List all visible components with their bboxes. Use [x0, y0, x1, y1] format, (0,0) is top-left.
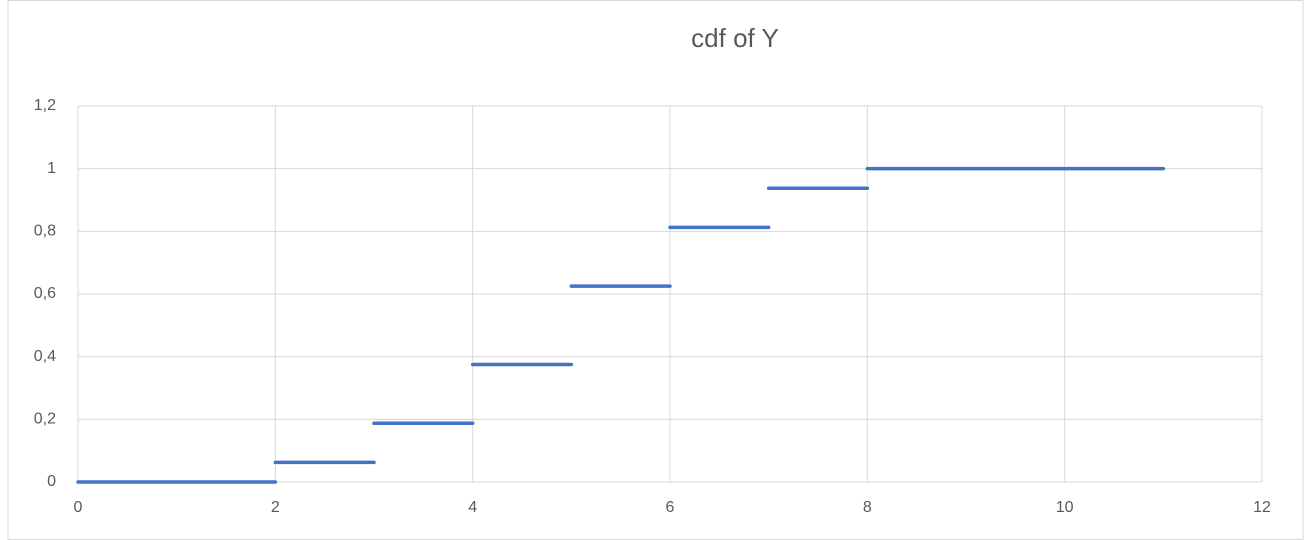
- y-tick-label: 0,2: [34, 411, 56, 428]
- x-tick-label: 6: [666, 499, 675, 516]
- y-tick-label: 0: [47, 473, 56, 490]
- x-tick-label: 0: [74, 499, 83, 516]
- y-tick-label: 1: [47, 160, 56, 177]
- y-tick-label: 0,4: [34, 348, 56, 365]
- chart-frame: [7, 0, 1304, 540]
- chart-title: cdf of Y: [691, 23, 779, 53]
- x-tick-label: 10: [1056, 499, 1074, 516]
- x-tick-label: 8: [863, 499, 872, 516]
- x-tick-label: 4: [468, 499, 477, 516]
- x-tick-label: 2: [271, 499, 280, 516]
- y-tick-label: 0,8: [34, 223, 56, 240]
- y-tick-label: 0,6: [34, 285, 56, 302]
- y-tick-label: 1,2: [34, 97, 56, 114]
- x-tick-label: 12: [1253, 499, 1271, 516]
